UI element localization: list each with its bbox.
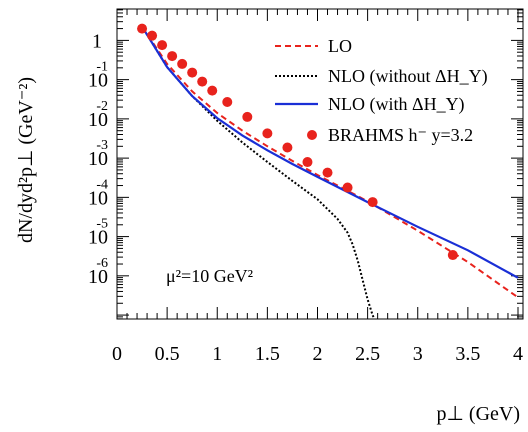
x-tick-label: 0.5	[155, 343, 180, 365]
data-point-brahms	[187, 67, 198, 78]
x-tick-label: 1.5	[255, 343, 280, 365]
x-tick-label: 2.5	[355, 343, 380, 365]
data-point-brahms	[342, 182, 353, 193]
data-point-brahms	[262, 128, 273, 139]
axis-labels: 0 0.5 1 1.5 2 2.5 3 3.5 4110-110-210-310-410-510…	[15, 30, 523, 425]
legend-label: NLO (with ΔH_Y)	[328, 94, 465, 115]
data-point-brahms	[147, 30, 158, 41]
y-tick-label: 10	[88, 187, 108, 209]
y-tick-exponent: -6	[96, 256, 108, 271]
x-tick-label: 3.5	[455, 343, 480, 365]
legend-label: NLO (without ΔH_Y)	[328, 66, 488, 87]
data-point-brahms	[137, 23, 148, 34]
y-tick-exponent: -1	[96, 60, 108, 75]
y-tick-label: 10	[88, 266, 108, 288]
y-tick-exponent: -4	[96, 177, 108, 192]
x-axis-label: p⊥ (GeV)	[436, 403, 520, 425]
data-point-brahms	[322, 167, 333, 178]
y-tick-label: 1	[92, 30, 102, 52]
legend-marker	[307, 130, 317, 140]
scale-annotation: μ²=10 GeV²	[166, 266, 253, 286]
legend-label: BRAHMS h⁻ y=3.2	[328, 125, 473, 145]
x-tick-label: 2	[312, 343, 322, 365]
legend: LO NLO (without ΔH_Y) NLO (with ΔH_Y) BRAHM…	[275, 36, 488, 145]
data-point-brahms	[447, 250, 458, 261]
y-tick-exponent: -2	[96, 99, 108, 114]
y-axis-label: dN/dyd²p⊥ (GeV⁻²)	[15, 77, 37, 243]
data-point-brahms	[282, 142, 293, 153]
data-point-brahms	[177, 58, 188, 69]
x-tick-label: 0	[112, 343, 122, 365]
x-tick-label: 1	[212, 343, 222, 365]
data-point-brahms	[302, 157, 313, 168]
y-tick-label: 10	[88, 70, 108, 92]
x-tick-label: 4	[513, 343, 523, 365]
data-point-brahms	[167, 51, 178, 62]
data-point-brahms	[367, 197, 378, 208]
series-line-nlo-with-h-y	[141, 26, 519, 279]
series-line-nlo-without-h-y	[141, 26, 376, 319]
plot-area	[137, 23, 519, 319]
y-tick-exponent: -5	[96, 217, 108, 232]
y-tick-label: 10	[88, 109, 108, 131]
data-point-brahms	[207, 85, 218, 96]
axis-ticks	[116, 9, 523, 320]
y-tick-label: 10	[88, 148, 108, 170]
series-line-lo	[141, 26, 519, 299]
series-layer	[137, 23, 519, 319]
data-point-brahms	[242, 111, 253, 122]
y-tick-label: 10	[88, 227, 108, 249]
data-point-brahms	[157, 40, 168, 51]
y-tick-exponent: -3	[96, 138, 108, 153]
x-tick-label: 3	[413, 343, 423, 365]
data-point-brahms	[197, 76, 208, 87]
data-point-brahms	[222, 97, 233, 107]
legend-label: LO	[328, 36, 352, 56]
